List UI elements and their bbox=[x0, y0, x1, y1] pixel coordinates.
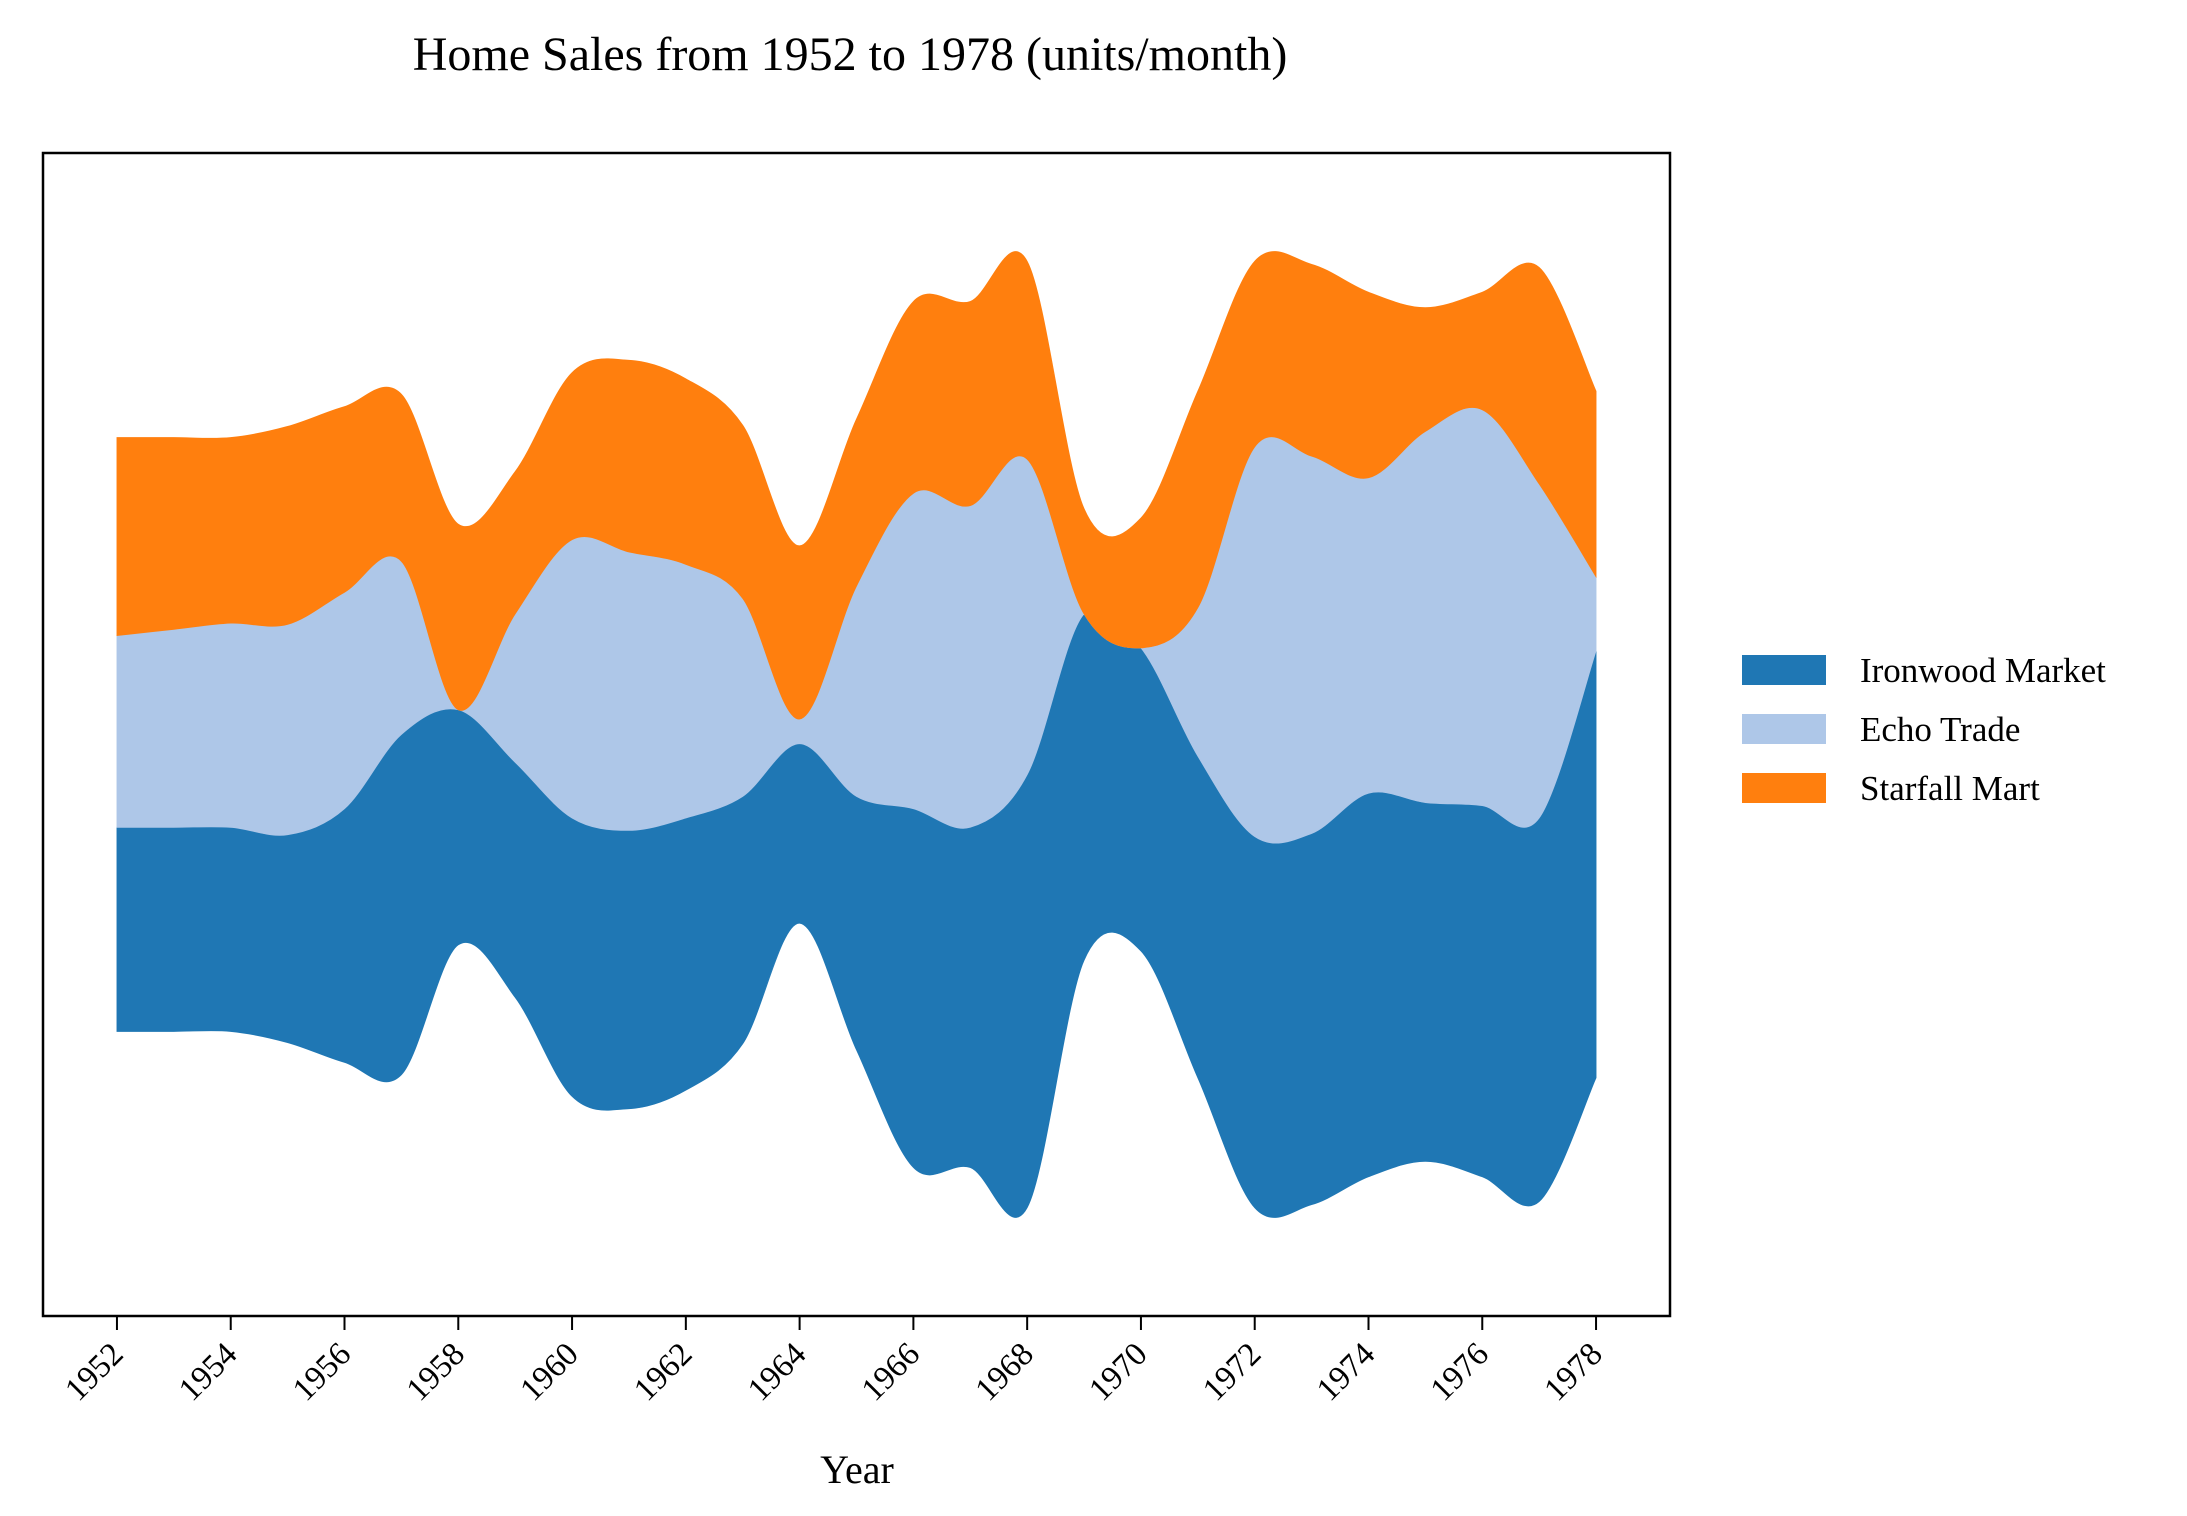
x-tick-label: 1960 bbox=[514, 1336, 586, 1408]
x-tick-label: 1972 bbox=[1196, 1336, 1268, 1408]
x-tick-label: 1962 bbox=[627, 1336, 699, 1408]
x-tick-label: 1970 bbox=[1082, 1336, 1154, 1408]
stream-areas bbox=[116, 251, 1597, 1218]
x-tick-label: 1958 bbox=[400, 1336, 472, 1408]
x-tick-label: 1956 bbox=[286, 1336, 358, 1408]
stream-area-starfall-mart bbox=[116, 251, 1597, 720]
x-tick-label: 1976 bbox=[1424, 1336, 1496, 1408]
legend-label: Starfall Mart bbox=[1860, 769, 2040, 808]
x-tick-label: 1974 bbox=[1310, 1336, 1382, 1408]
x-tick-label: 1954 bbox=[172, 1336, 244, 1408]
legend-swatch bbox=[1742, 714, 1826, 744]
x-axis-label: Year bbox=[820, 1447, 894, 1492]
x-tick-label: 1978 bbox=[1538, 1336, 1610, 1408]
legend-swatch bbox=[1742, 773, 1826, 803]
legend: Ironwood Market Echo Trade Starfall Mart bbox=[1742, 651, 2106, 808]
legend-label: Ironwood Market bbox=[1860, 651, 2106, 690]
chart-title: Home Sales from 1952 to 1978 (units/mont… bbox=[413, 28, 1288, 81]
x-tick-label: 1964 bbox=[741, 1336, 813, 1408]
x-tick-label: 1966 bbox=[855, 1336, 927, 1408]
x-tick-label: 1968 bbox=[969, 1336, 1041, 1408]
legend-label: Echo Trade bbox=[1860, 710, 2020, 749]
x-tick-label: 1952 bbox=[58, 1336, 130, 1408]
x-axis-ticks: 1952 1954 1956 1958 1960 1962 1964 1966 1968 1970… bbox=[58, 1316, 1610, 1408]
legend-swatch bbox=[1742, 655, 1826, 685]
plot-frame bbox=[41, 151, 1672, 1318]
